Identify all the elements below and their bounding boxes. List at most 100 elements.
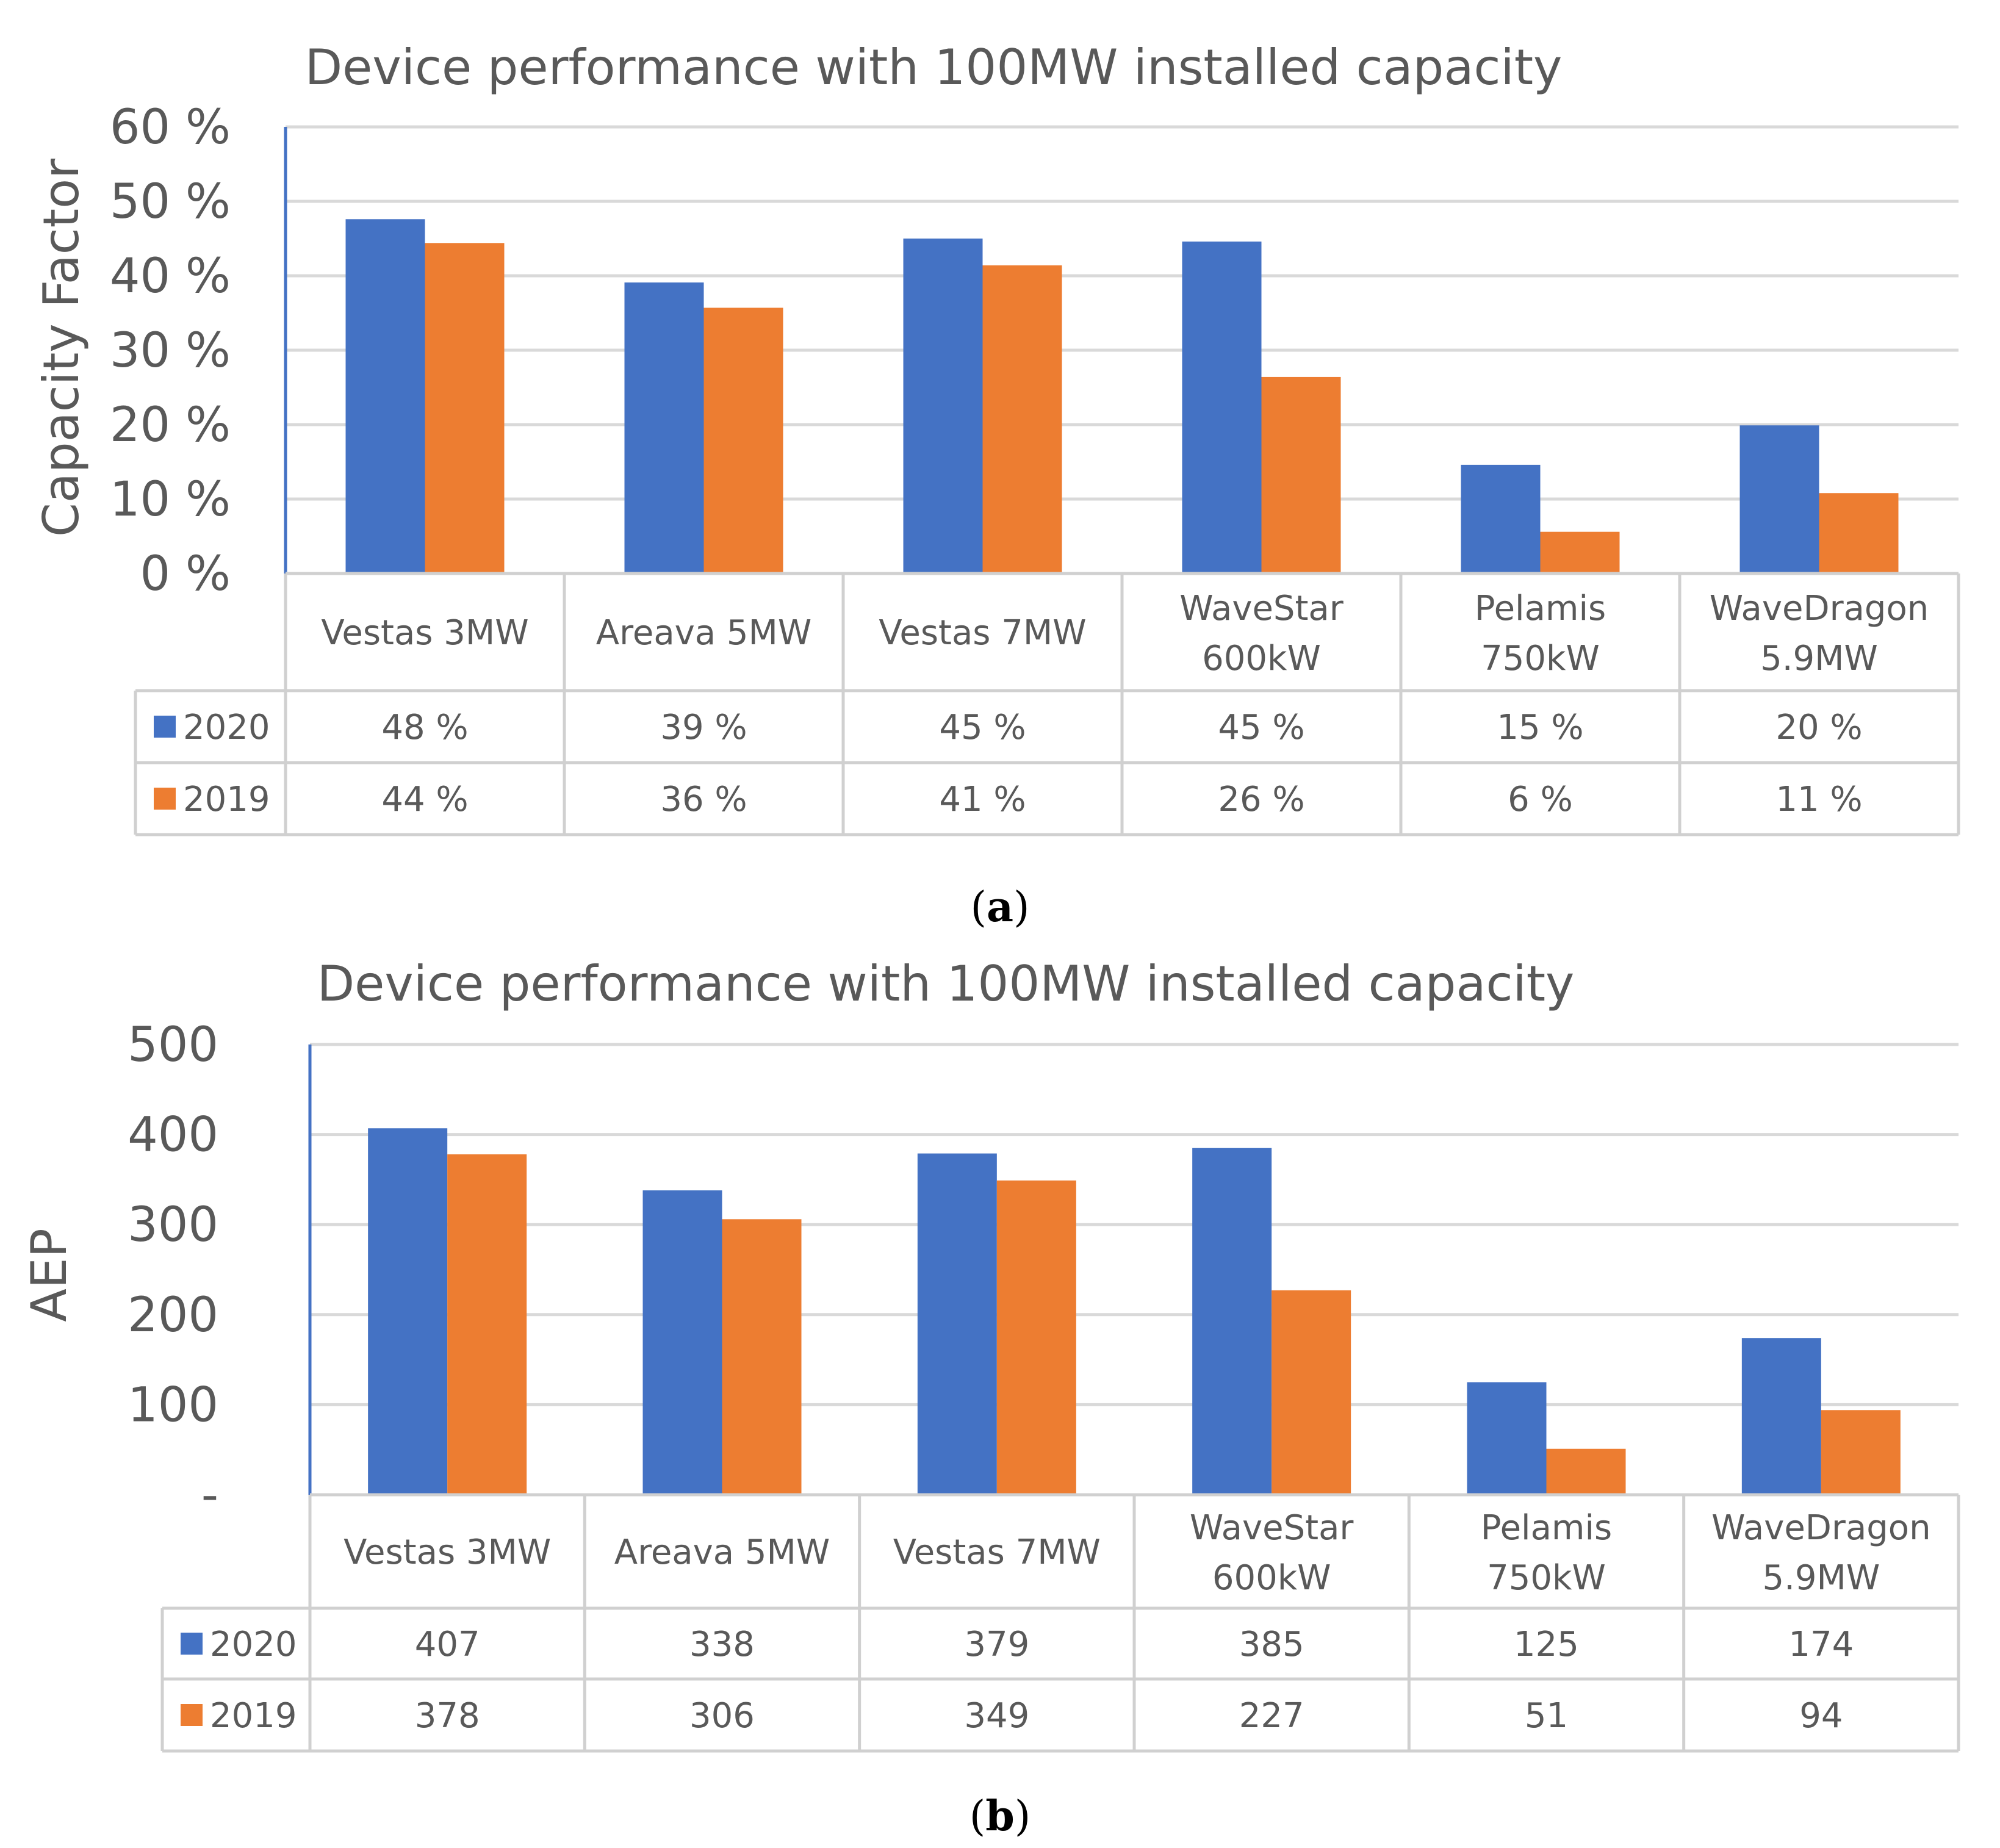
legend-label: 2019 [210, 1696, 297, 1736]
data-label: 125 [1514, 1625, 1579, 1664]
legend-swatch-2020 [181, 1633, 203, 1655]
data-label: 20 % [1775, 708, 1862, 747]
legend-label: 2019 [183, 780, 270, 819]
bar-2019 [1261, 376, 1341, 573]
data-label: 306 [689, 1696, 755, 1736]
legend-swatch-2019 [154, 788, 176, 810]
data-table: Vestas 3MW Areava 5MW Vestas 7MW WaveStar 60… [134, 572, 1960, 836]
data-label: 349 [964, 1696, 1029, 1736]
bar-2020 [1182, 241, 1262, 573]
x-tick-label: Vestas 7MW [893, 1533, 1101, 1572]
bar-2019 [1272, 1290, 1351, 1495]
legend-label: 2020 [210, 1625, 297, 1664]
bars [368, 1128, 1901, 1495]
data-label: 378 [415, 1696, 480, 1736]
legend-label: 2020 [183, 708, 270, 747]
x-tick-label: 5.9MW [1760, 639, 1878, 678]
y-axis-label: AEP [21, 1228, 77, 1322]
legend-swatch-2019 [181, 1704, 203, 1726]
bar-2019 [722, 1219, 802, 1495]
x-tick-label: 600kW [1212, 1558, 1331, 1598]
y-tick-label: 500 [128, 1018, 218, 1073]
y-tick-label: 100 [128, 1378, 218, 1433]
bar-2020 [1461, 464, 1541, 573]
bar-2019 [1819, 493, 1899, 573]
x-tick-label: Vestas 3MW [344, 1533, 551, 1572]
bar-2019 [996, 1180, 1076, 1495]
data-label: 45 % [1218, 708, 1304, 747]
x-tick-label: 600kW [1202, 639, 1321, 678]
data-label: 26 % [1218, 780, 1304, 819]
y-tick-label: - [201, 1468, 218, 1523]
bar-2020 [1741, 1338, 1821, 1495]
x-tick-label: Areava 5MW [614, 1533, 830, 1572]
bar-2019 [982, 265, 1062, 573]
bar-2019 [1540, 531, 1620, 573]
bar-2020 [1739, 425, 1819, 573]
y-axis-label: Capacity Factor [33, 159, 90, 537]
bar-2019 [1821, 1410, 1901, 1495]
x-tick-label: WaveDragon [1710, 589, 1929, 628]
data-label: 41 % [939, 780, 1026, 819]
y-tick-label: 0 % [140, 547, 231, 602]
data-label: 6 % [1508, 780, 1573, 819]
gridlines [284, 125, 1959, 573]
bar-2019 [703, 307, 783, 573]
x-tick-label: Pelamis [1475, 589, 1606, 628]
y-tick-label: 200 [128, 1288, 218, 1343]
caption-b: (b) [969, 1792, 1031, 1841]
bar-2019 [1546, 1448, 1626, 1495]
bar-2019 [447, 1154, 527, 1495]
x-tick-label: WaveStar [1190, 1508, 1354, 1548]
chart-title: Device performance with 100MW installed … [305, 39, 1563, 96]
data-label: 11 % [1775, 780, 1862, 819]
y-ticks: - 100 200 300 400 500 [128, 1018, 218, 1523]
data-label: 338 [689, 1625, 755, 1664]
caption-a: (a) [970, 883, 1029, 932]
data-label: 36 % [660, 780, 747, 819]
y-tick-label: 300 [128, 1198, 218, 1253]
data-label: 39 % [660, 708, 747, 747]
chart-a: Device performance with 100MW installed … [33, 39, 1960, 932]
data-label: 51 [1525, 1696, 1568, 1736]
chart-title: Device performance with 100MW installed … [317, 955, 1575, 1012]
x-tick-label: WaveDragon [1711, 1508, 1930, 1548]
x-tick-label: 750kW [1481, 639, 1600, 678]
x-tick-label: 5.9MW [1762, 1558, 1880, 1598]
data-label: 407 [415, 1625, 480, 1664]
data-label: 379 [964, 1625, 1029, 1664]
data-label: 15 % [1497, 708, 1583, 747]
caption-letter: a [987, 883, 1013, 932]
x-tick-label: Areava 5MW [596, 613, 811, 653]
data-label: 94 [1799, 1696, 1843, 1736]
bar-2020 [903, 239, 983, 573]
bars [345, 219, 1899, 573]
gridlines [308, 1043, 1959, 1495]
bar-2020 [345, 219, 425, 573]
y-tick-label: 60 % [110, 100, 231, 155]
bar-2020 [368, 1128, 448, 1495]
y-tick-label: 40 % [110, 249, 231, 304]
data-label: 45 % [939, 708, 1026, 747]
bar-2020 [1467, 1382, 1547, 1495]
y-tick-label: 50 % [110, 174, 231, 229]
bar-2019 [425, 243, 505, 573]
data-label: 48 % [381, 708, 468, 747]
x-tick-label: Pelamis [1481, 1508, 1612, 1548]
chart-b: Device performance with 100MW installed … [21, 955, 1960, 1841]
y-ticks: 0 % 10 % 20 % 30 % 40 % 50 % 60 % [110, 100, 231, 602]
x-tick-label: Vestas 3MW [321, 613, 528, 653]
data-label: 227 [1239, 1696, 1304, 1736]
bar-2020 [917, 1153, 997, 1495]
data-label: 174 [1788, 1625, 1854, 1664]
data-label: 385 [1239, 1625, 1304, 1664]
y-tick-label: 400 [128, 1108, 218, 1163]
caption-letter: b [985, 1792, 1015, 1841]
data-table: Vestas 3MW Areava 5MW Vestas 7MW WaveStar 60… [160, 1493, 1960, 1753]
x-tick-label: Vestas 7MW [879, 613, 1086, 653]
bar-2020 [1192, 1148, 1272, 1495]
bar-2020 [624, 282, 704, 573]
y-tick-label: 20 % [110, 398, 231, 453]
bar-2020 [642, 1190, 722, 1495]
